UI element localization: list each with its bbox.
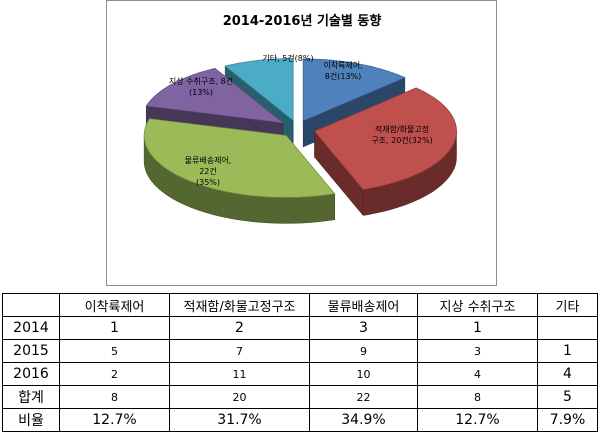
table-row: 합계 8 20 22 8 5 bbox=[2, 385, 598, 409]
table-cell: 5 bbox=[59, 339, 170, 363]
table-cell: 9 bbox=[309, 339, 418, 363]
table-cell: 7.9% bbox=[537, 408, 598, 432]
slice-label-line: (13%) bbox=[189, 88, 213, 97]
table-cell: 7 bbox=[169, 339, 310, 363]
table-cell: 31.7% bbox=[169, 408, 310, 432]
slice-label: 물류배송제어, 22건 (35%) bbox=[185, 155, 232, 187]
table-cell: 8 bbox=[59, 385, 170, 409]
pie-slice-1 bbox=[313, 87, 457, 217]
slice-label-line: 구조, 20건(32%) bbox=[371, 135, 432, 145]
slice-label-line: 지상 수취구조, 8건 bbox=[169, 76, 233, 86]
table-cell: 20 bbox=[169, 385, 310, 409]
header-cell: 지상 수취구조 bbox=[417, 293, 538, 317]
table-cell: 10 bbox=[309, 362, 418, 386]
chart-area: 2014-2016년 기술별 동향 이착륙제어, 8건(13%) 적재함/화물고정 구… bbox=[106, 0, 497, 286]
table-cell: 3 bbox=[309, 316, 418, 340]
table-cell: 12.7% bbox=[417, 408, 538, 432]
slice-labels: 이착륙제어, 8건(13%) 적재함/화물고정 구조, 20건(32%) 물류배송제어,… bbox=[169, 53, 433, 187]
pie-slice-top bbox=[224, 58, 294, 122]
pie-slices bbox=[143, 58, 457, 224]
slice-label-line: 22건 bbox=[199, 166, 217, 176]
header-cell bbox=[2, 293, 60, 317]
header-cell: 물류배송제어 bbox=[309, 293, 418, 317]
table-cell: 34.9% bbox=[309, 408, 418, 432]
table-cell bbox=[537, 316, 598, 340]
table-cell: 22 bbox=[309, 385, 418, 409]
table-cell: 5 bbox=[537, 385, 598, 409]
table-cell: 3 bbox=[417, 339, 538, 363]
table-cell: 2 bbox=[59, 362, 170, 386]
row-label: 2015 bbox=[2, 339, 60, 363]
table-cell: 1 bbox=[537, 339, 598, 363]
row-label: 2014 bbox=[2, 316, 60, 340]
slice-label-line: 이착륙제어, bbox=[323, 60, 362, 70]
pie-slice-top bbox=[145, 68, 285, 124]
pie-slice-top bbox=[302, 58, 406, 122]
header-cell: 기타 bbox=[537, 293, 598, 317]
table-cell: 1 bbox=[417, 316, 538, 340]
slice-label-line: (35%) bbox=[196, 178, 220, 187]
table-header-row: 이착륙제어 적재함/화물고정구조 물류배송제어 지상 수취구조 기타 bbox=[2, 293, 598, 317]
table-row: 비율 12.7% 31.7% 34.9% 12.7% 7.9% bbox=[2, 408, 598, 432]
row-label: 비율 bbox=[2, 408, 60, 432]
table-cell: 1 bbox=[59, 316, 170, 340]
table-cell: 4 bbox=[537, 362, 598, 386]
table-cell: 8 bbox=[417, 385, 538, 409]
chart-title: 2014-2016년 기술별 동향 bbox=[223, 13, 382, 29]
table-cell: 2 bbox=[169, 316, 310, 340]
table-cell: 11 bbox=[169, 362, 310, 386]
pie-slice-top bbox=[143, 118, 336, 198]
slice-label: 기타, 5건(8%) bbox=[262, 53, 313, 63]
slice-label-line: 물류배송제어, bbox=[185, 155, 232, 165]
table-cell: 12.7% bbox=[59, 408, 170, 432]
header-cell: 적재함/화물고정구조 bbox=[169, 293, 310, 317]
row-label: 2016 bbox=[2, 362, 60, 386]
table-row: 2016 2 11 10 4 4 bbox=[2, 362, 598, 386]
slice-label: 이착륙제어, 8건(13%) bbox=[323, 60, 362, 81]
pie-slice-top bbox=[313, 87, 457, 190]
slice-label: 적재함/화물고정 구조, 20건(32%) bbox=[371, 124, 432, 145]
slice-label: 지상 수취구조, 8건 (13%) bbox=[169, 76, 233, 97]
data-table: 이착륙제어 적재함/화물고정구조 물류배송제어 지상 수취구조 기타 2014 … bbox=[2, 293, 598, 432]
slice-label-line: 기타, 5건(8%) bbox=[262, 53, 313, 63]
table-row: 2015 5 7 9 3 1 bbox=[2, 339, 598, 363]
slice-label-line: 8건(13%) bbox=[325, 71, 361, 81]
header-cell: 이착륙제어 bbox=[59, 293, 170, 317]
table-row: 2014 1 2 3 1 bbox=[2, 316, 598, 340]
row-label: 합계 bbox=[2, 385, 60, 409]
pie-chart: 2014-2016년 기술별 동향 이착륙제어, 8건(13%) 적재함/화물고정 구… bbox=[143, 13, 457, 224]
table-cell: 4 bbox=[417, 362, 538, 386]
slice-label-line: 적재함/화물고정 bbox=[375, 124, 429, 134]
pie-slice-2 bbox=[143, 118, 336, 224]
